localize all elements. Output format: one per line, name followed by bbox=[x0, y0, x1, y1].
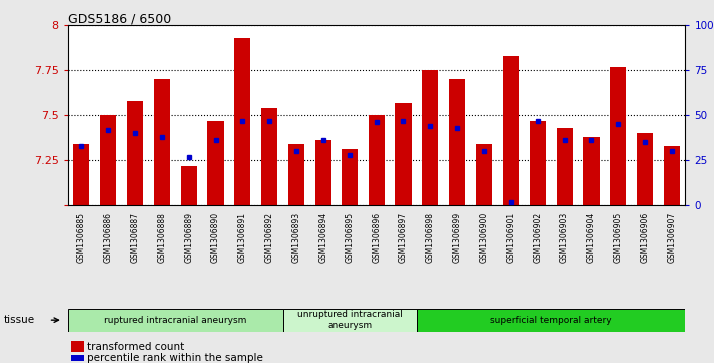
Text: GSM1306898: GSM1306898 bbox=[426, 212, 435, 263]
Bar bbox=[315, 140, 331, 205]
Text: GSM1306903: GSM1306903 bbox=[560, 212, 569, 263]
Bar bbox=[261, 108, 277, 205]
Bar bbox=[342, 150, 358, 205]
Bar bbox=[530, 121, 545, 205]
Text: ruptured intracranial aneurysm: ruptured intracranial aneurysm bbox=[104, 316, 246, 325]
Bar bbox=[583, 137, 600, 205]
Bar bbox=[181, 166, 197, 205]
Bar bbox=[154, 79, 170, 205]
Text: GSM1306899: GSM1306899 bbox=[453, 212, 462, 263]
Bar bbox=[74, 144, 89, 205]
Text: GSM1306893: GSM1306893 bbox=[291, 212, 301, 263]
Text: GSM1306885: GSM1306885 bbox=[77, 212, 86, 263]
Bar bbox=[422, 70, 438, 205]
Bar bbox=[100, 115, 116, 205]
FancyBboxPatch shape bbox=[68, 309, 283, 332]
Text: percentile rank within the sample: percentile rank within the sample bbox=[87, 353, 263, 363]
Text: GSM1306889: GSM1306889 bbox=[184, 212, 193, 263]
Bar bbox=[637, 133, 653, 205]
Bar bbox=[368, 115, 385, 205]
Text: GSM1306904: GSM1306904 bbox=[587, 212, 596, 263]
Text: GSM1306902: GSM1306902 bbox=[533, 212, 542, 263]
Text: GSM1306897: GSM1306897 bbox=[399, 212, 408, 263]
Bar bbox=[208, 121, 223, 205]
Text: GSM1306891: GSM1306891 bbox=[238, 212, 247, 263]
Bar bbox=[288, 144, 304, 205]
Bar bbox=[664, 146, 680, 205]
Text: GSM1306906: GSM1306906 bbox=[640, 212, 650, 263]
Text: GSM1306900: GSM1306900 bbox=[480, 212, 488, 263]
Text: GSM1306905: GSM1306905 bbox=[614, 212, 623, 263]
Bar bbox=[127, 101, 143, 205]
Bar bbox=[503, 56, 519, 205]
Bar bbox=[449, 79, 466, 205]
Text: GSM1306886: GSM1306886 bbox=[104, 212, 113, 263]
Text: GSM1306894: GSM1306894 bbox=[318, 212, 328, 263]
Bar bbox=[396, 103, 411, 205]
Text: GSM1306896: GSM1306896 bbox=[372, 212, 381, 263]
Text: GSM1306892: GSM1306892 bbox=[265, 212, 273, 263]
Bar bbox=[610, 67, 626, 205]
Text: GSM1306895: GSM1306895 bbox=[346, 212, 354, 263]
Text: GSM1306907: GSM1306907 bbox=[668, 212, 676, 263]
Bar bbox=[476, 144, 492, 205]
Text: GDS5186 / 6500: GDS5186 / 6500 bbox=[68, 13, 171, 26]
Bar bbox=[556, 128, 573, 205]
Text: GSM1306901: GSM1306901 bbox=[506, 212, 516, 263]
Text: tissue: tissue bbox=[4, 315, 35, 325]
FancyBboxPatch shape bbox=[283, 309, 417, 332]
Text: transformed count: transformed count bbox=[87, 342, 184, 352]
Text: GSM1306888: GSM1306888 bbox=[157, 212, 166, 263]
Text: superficial temporal artery: superficial temporal artery bbox=[491, 316, 612, 325]
Bar bbox=[234, 38, 251, 205]
FancyBboxPatch shape bbox=[417, 309, 685, 332]
Text: unruptured intracranial
aneurysm: unruptured intracranial aneurysm bbox=[297, 310, 403, 330]
Text: GSM1306890: GSM1306890 bbox=[211, 212, 220, 263]
Text: GSM1306887: GSM1306887 bbox=[131, 212, 139, 263]
